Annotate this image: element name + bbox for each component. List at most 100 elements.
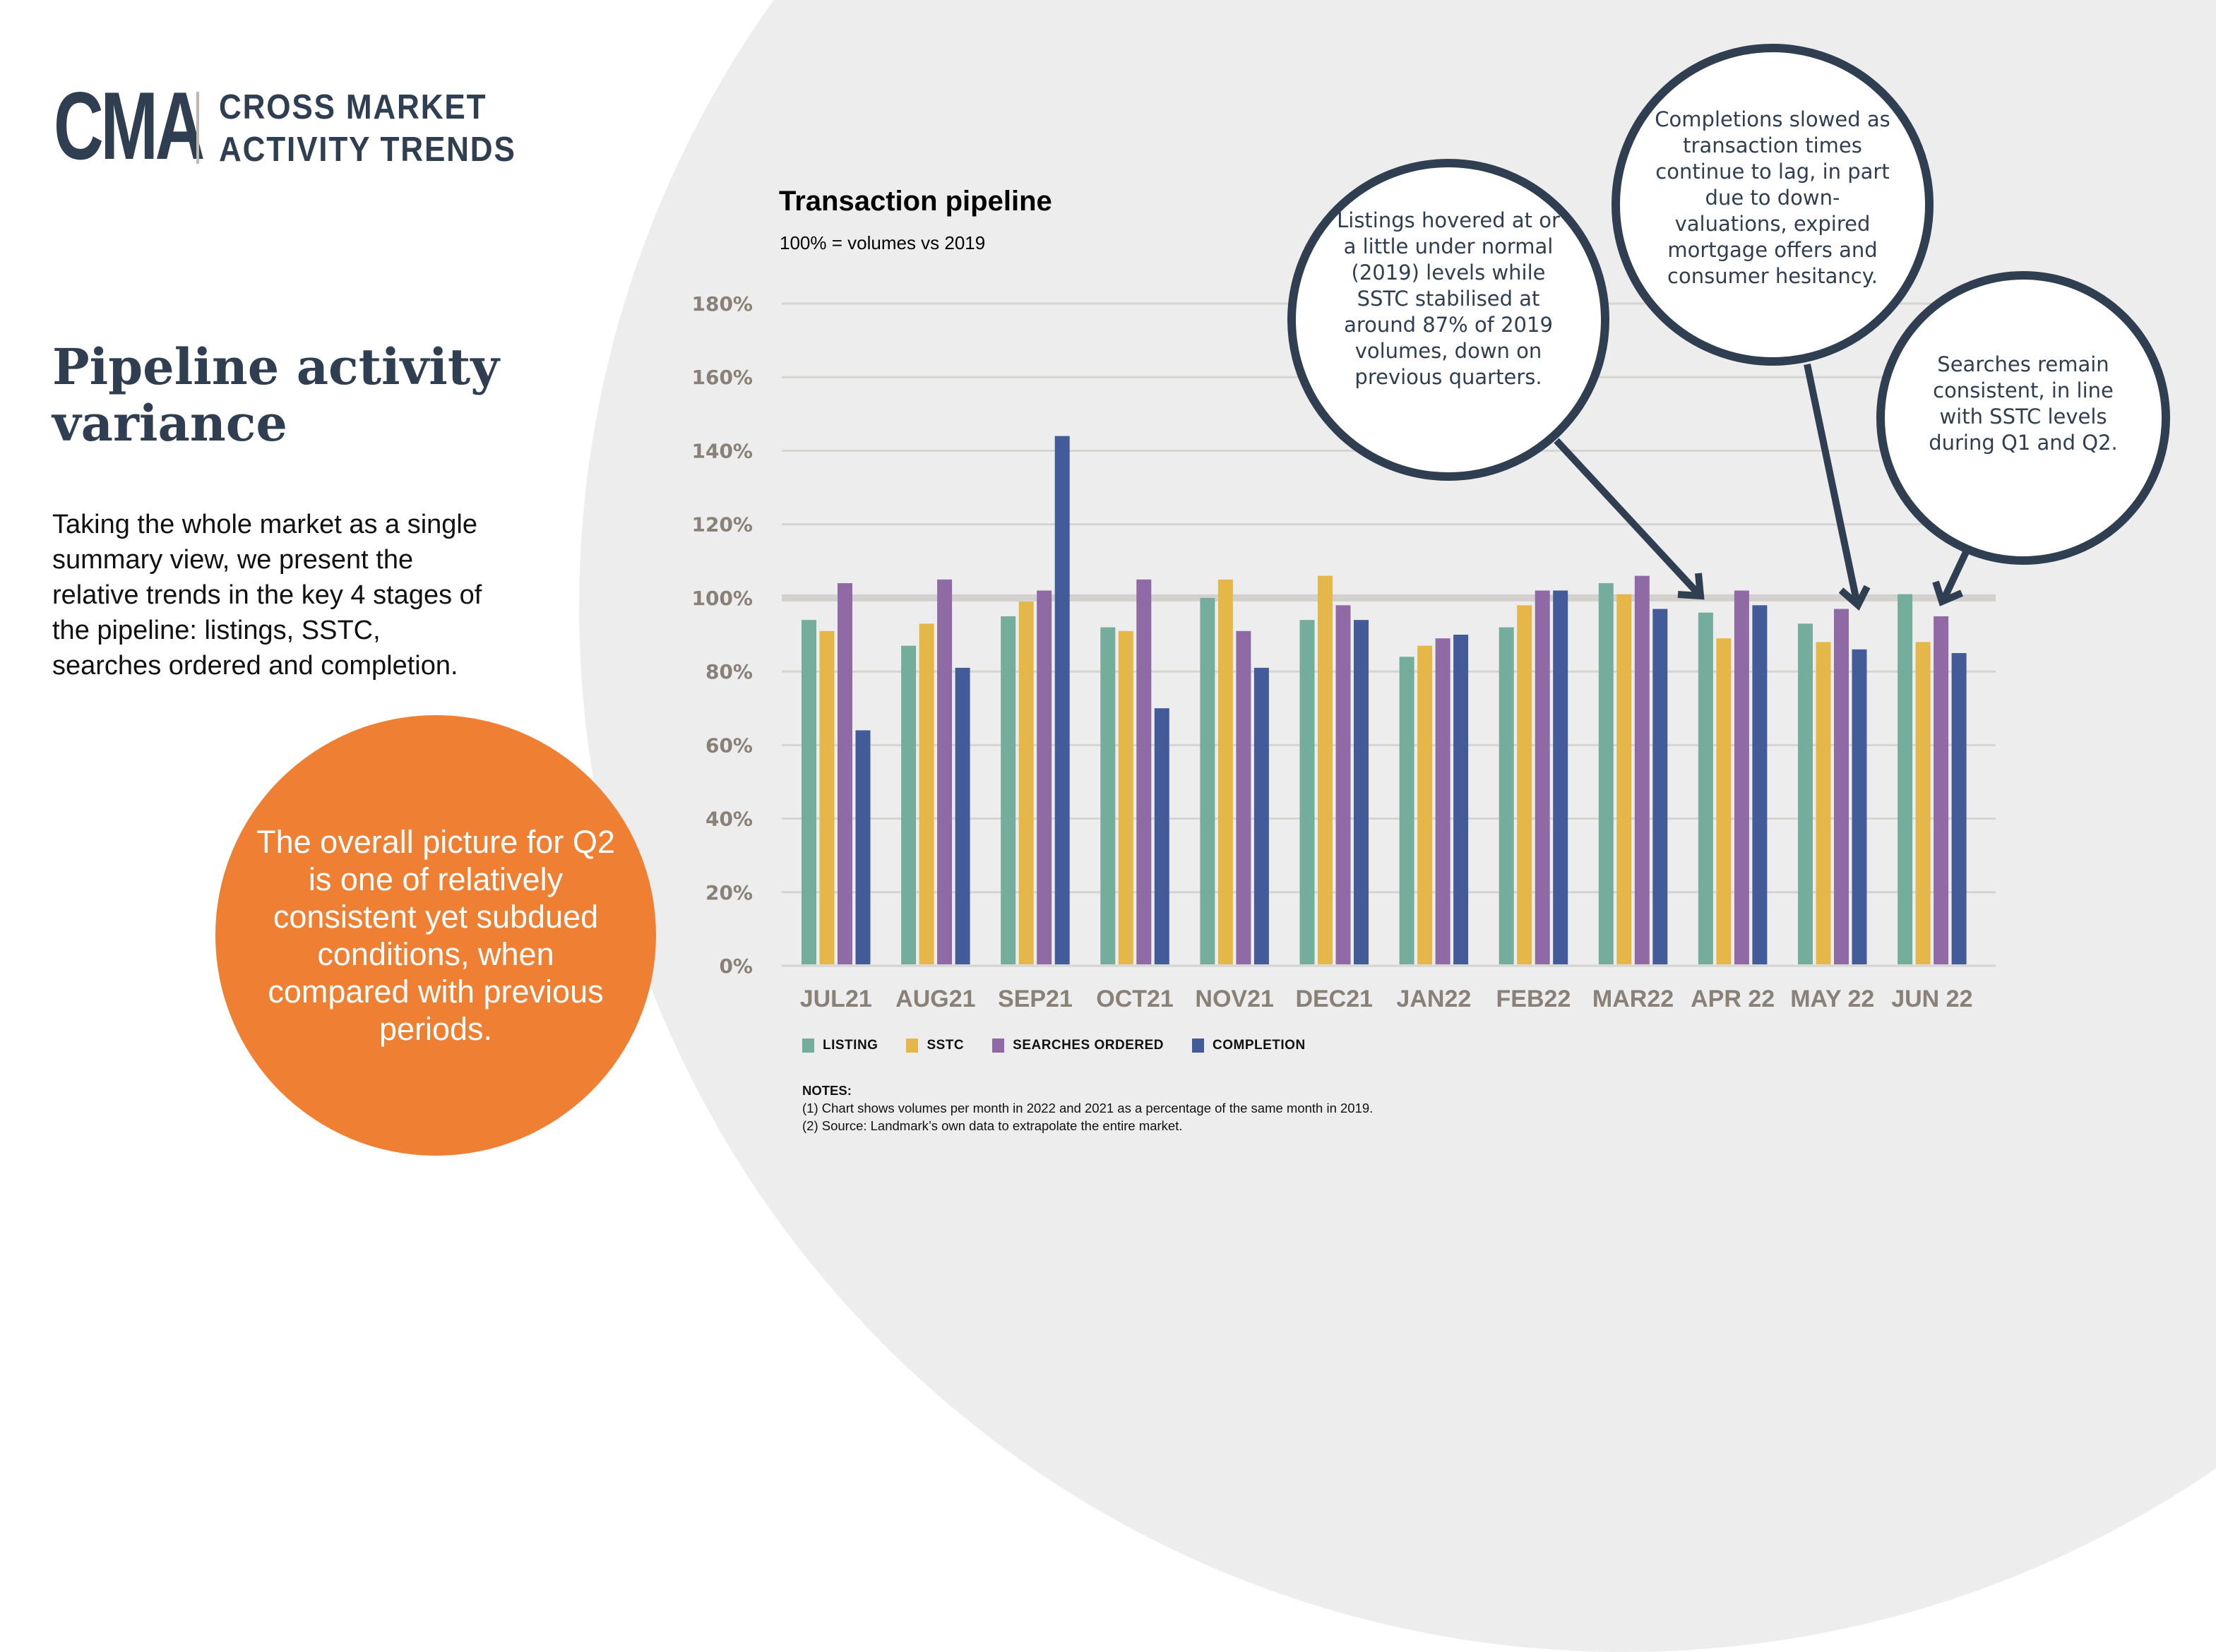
bar-listing [1299, 620, 1315, 964]
x-tick-label: NOV21 [1195, 986, 1274, 1012]
chart-subtitle: 100% = volumes vs 2019 [780, 232, 986, 253]
bar-searches-ordered [1236, 630, 1251, 964]
reference-line-100 [782, 594, 1996, 601]
legend-item: SEARCHES ORDERED [992, 1038, 1164, 1053]
bar-sstc [1816, 642, 1831, 964]
bar-sstc [919, 623, 934, 964]
highlight-text: The overall picture for Q2 is one of rel… [256, 824, 615, 1047]
bar-searches-ordered [838, 583, 852, 964]
bar-searches-ordered [937, 579, 953, 964]
bar-listing [1001, 616, 1016, 964]
bar-completion [1253, 667, 1269, 964]
bar-sstc [1616, 594, 1632, 964]
bar-completion [1553, 590, 1568, 964]
y-tick-label: 140% [691, 439, 753, 462]
bar-listing [1698, 612, 1713, 964]
bar-listing [1898, 594, 1913, 964]
bar-sstc [1118, 630, 1133, 964]
legend-label: SEARCHES ORDERED [1013, 1038, 1164, 1053]
bar-sstc [1417, 645, 1433, 964]
y-tick-label: 80% [705, 660, 753, 683]
bar-searches-ordered [1335, 605, 1351, 964]
x-tick-label: DEC21 [1295, 986, 1373, 1012]
bar-completion [855, 730, 871, 964]
legend-label: LISTING [823, 1038, 878, 1053]
bar-sstc [1018, 601, 1034, 964]
note-line: (2) Source: Landmark’s own data to extra… [802, 1118, 1183, 1133]
bar-completion [1453, 635, 1469, 964]
legend-label: COMPLETION [1213, 1038, 1306, 1053]
bar-sstc [1716, 638, 1732, 964]
y-tick-label: 60% [705, 734, 753, 757]
legend-swatch [992, 1039, 1005, 1053]
bar-chart: 0% 20% 40% 60% 80% 100% 120% 140% 160% 180% JUL21… [691, 292, 1996, 1012]
x-tick-label: OCT21 [1096, 986, 1174, 1012]
legend-swatch [1192, 1039, 1205, 1053]
bar-completion [1852, 649, 1867, 964]
bar-listing [802, 620, 816, 964]
bar-listing [1100, 627, 1116, 964]
bar-completion [1752, 605, 1768, 964]
bar-searches-ordered [1037, 590, 1052, 964]
x-tick-label: MAR22 [1592, 986, 1674, 1012]
callout-text: Listings hovered at or a little under no… [1337, 208, 1560, 389]
x-tick-label: FEB22 [1496, 986, 1571, 1012]
legend-label: SSTC [927, 1038, 965, 1053]
x-tick-label: JAN22 [1396, 986, 1471, 1012]
legend-swatch [802, 1039, 814, 1053]
logo-divider [196, 92, 199, 164]
y-tick-label: 0% [719, 954, 753, 978]
bar-sstc [1318, 575, 1333, 964]
legend-item: LISTING [802, 1038, 878, 1053]
logo-title-line2: ACTIVITY TRENDS [219, 131, 516, 169]
intro-paragraph: Taking the whole market as a single summ… [52, 510, 482, 681]
bar-completion [1354, 620, 1369, 964]
bar-searches-ordered [1136, 579, 1152, 964]
callout-searches: Searches remain consistent, in line with… [1876, 271, 2170, 565]
y-tick-label: 180% [691, 292, 753, 316]
chart-legend: LISTING SSTC SEARCHES ORDERED COMPLETION [802, 1038, 1334, 1053]
x-tick-label: JUN 22 [1891, 986, 1972, 1012]
notes-title: NOTES: [802, 1083, 852, 1098]
x-tick-label: APR 22 [1691, 986, 1775, 1012]
page-title: Pipeline activity variance [52, 337, 499, 453]
callout-text: Searches remain consistent, in line with… [1929, 352, 2118, 455]
legend-item: SSTC [906, 1038, 964, 1053]
bar-completion [1951, 653, 1967, 964]
logo-title: CROSS MARKET ACTIVITY TRENDS [219, 86, 516, 171]
bar-searches-ordered [1535, 590, 1550, 964]
bar-sstc [819, 630, 835, 964]
bar-searches-ordered [1834, 609, 1849, 964]
bar-sstc [1217, 579, 1233, 964]
bar-completion [1154, 708, 1169, 964]
bar-listing [1798, 623, 1813, 964]
highlight-circle: The overall picture for Q2 is one of rel… [215, 715, 656, 1156]
bar-listing [901, 645, 917, 964]
legend-swatch [906, 1039, 919, 1053]
callout-completions: Completions slowed as transaction times … [1612, 44, 1934, 366]
y-tick-label: 20% [705, 881, 753, 904]
bar-listing [1200, 597, 1215, 964]
note-line: (1) Chart shows volumes per month in 202… [802, 1101, 1374, 1115]
bar-searches-ordered [1734, 590, 1749, 964]
bar-listing [1399, 657, 1414, 964]
chart-notes: NOTES: (1) Chart shows volumes per month… [802, 1082, 1373, 1135]
y-tick-label: 40% [705, 808, 753, 831]
bar-completion [955, 667, 970, 964]
bar-sstc [1915, 642, 1931, 964]
y-tick-label: 160% [691, 366, 753, 389]
legend-item: COMPLETION [1192, 1038, 1306, 1053]
y-tick-label: 100% [691, 587, 753, 610]
bar-completion [1652, 609, 1668, 964]
y-tick-label: 120% [691, 513, 753, 537]
bar-listing [1598, 583, 1614, 964]
x-tick-label: SEP21 [998, 986, 1073, 1012]
x-tick-label: MAY 22 [1790, 986, 1874, 1012]
logo: CMA CROSS MARKET ACTIVITY TRENDS [54, 78, 515, 174]
bar-listing [1499, 627, 1514, 964]
x-tick-label: JUL21 [800, 986, 872, 1012]
x-tick-label: AUG21 [895, 986, 975, 1012]
logo-title-line1: CROSS MARKET [219, 88, 487, 126]
bar-sstc [1517, 605, 1532, 964]
chart-title: Transaction pipeline [779, 186, 1052, 217]
